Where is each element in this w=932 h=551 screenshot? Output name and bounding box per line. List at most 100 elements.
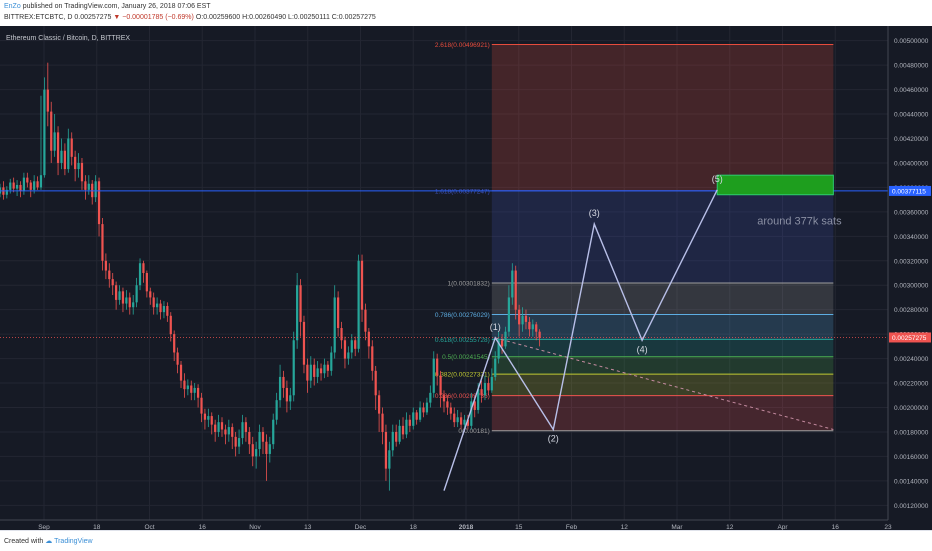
target-price-label: 0.00377115 <box>892 188 926 195</box>
fib-zone <box>491 314 834 340</box>
candle-body <box>196 387 200 398</box>
candle-body <box>313 364 316 377</box>
candle-body <box>135 285 138 303</box>
candle-body <box>350 340 353 353</box>
candle-body <box>326 364 329 371</box>
candle-body <box>497 340 500 359</box>
candle-body <box>340 328 343 341</box>
candle-body <box>316 368 319 377</box>
wave-path <box>443 189 718 491</box>
candle-body <box>268 444 271 454</box>
wave-drawings: (1) (2) (3) (4) (5) around 377k sats <box>0 174 888 491</box>
candle-body <box>282 376 285 388</box>
y-tick-label: 0.00140000 <box>894 478 929 485</box>
x-tick-label: Mar <box>671 524 683 530</box>
candle-body <box>511 270 514 298</box>
fib-level-label: 0.5(0.00241545) <box>442 354 490 361</box>
chart-title: Ethereum Classic / Bitcoin, D, BITTREX <box>6 35 130 42</box>
fib-level-label: 0.618(0.00255728) <box>435 337 490 344</box>
candle-body <box>442 395 446 402</box>
candle-body <box>244 422 248 432</box>
candle-body <box>507 297 511 332</box>
candle-body <box>377 395 381 414</box>
candle-body <box>364 309 367 332</box>
candle-body <box>80 162 84 182</box>
candle-body <box>459 417 463 425</box>
fib-level-label: 0(0.00181) <box>458 428 489 435</box>
candle-body <box>299 285 302 322</box>
candle-body <box>237 438 241 447</box>
price-axis-panel <box>888 26 932 530</box>
candle-body <box>173 334 176 353</box>
candle-body <box>535 324 538 332</box>
x-tick-label: Apr <box>777 524 788 530</box>
candle-body <box>398 425 401 442</box>
candle-body <box>33 181 36 190</box>
x-tick-label: 2018 <box>459 524 474 530</box>
fibonacci-extension: 2.618(0.00496921) 1.618(0.00377247) 1(0.00… <box>435 42 834 435</box>
candle-body <box>108 270 111 280</box>
candle-body <box>183 380 186 390</box>
candle-body <box>422 407 425 413</box>
candle-body <box>439 375 442 396</box>
x-tick-label: Feb <box>566 524 578 530</box>
time-axis[interactable]: Sep 18 Oct 16 Nov 13 Dec 18 2018 15 Feb 12 Mar 12 Apr 1… <box>0 519 892 530</box>
candle-body <box>50 111 53 151</box>
candle-body <box>145 273 148 292</box>
publish-header: EnZo published on TradingView.com, Janua… <box>0 0 932 26</box>
x-tick-label: 12 <box>726 524 734 530</box>
candle-body <box>248 431 251 445</box>
candle-body <box>193 387 196 393</box>
candle-body <box>278 376 282 401</box>
candle-body <box>15 184 19 189</box>
candle-body <box>261 431 265 442</box>
candle-body <box>466 419 470 426</box>
tradingview-brand[interactable]: TradingView <box>54 538 93 545</box>
candle-body <box>463 419 466 425</box>
candle-body <box>296 285 299 341</box>
candle-body <box>36 181 39 188</box>
fib-level-label: 2.618(0.00496921) <box>435 42 490 49</box>
candle-body <box>22 177 26 192</box>
candle-body <box>480 389 483 396</box>
y-tick-label: 0.00160000 <box>894 454 929 461</box>
x-tick-label: 12 <box>621 524 629 530</box>
candle-body <box>255 449 258 457</box>
published-text: published on TradingView.com, January 26… <box>22 3 211 10</box>
candle-body <box>210 416 213 425</box>
candle-body <box>333 297 336 353</box>
price-chart[interactable]: 2.618(0.00496921) 1.618(0.00377247) 1(0.00… <box>0 26 932 530</box>
candle-body <box>337 297 340 329</box>
candle-body <box>347 352 350 359</box>
candle-body <box>179 364 183 381</box>
candle-body <box>408 419 411 426</box>
candle-body <box>128 297 131 308</box>
candle-body <box>67 138 70 170</box>
candle-body <box>401 425 405 435</box>
last-price-label: 0.00257275 <box>892 335 927 342</box>
candle-body <box>384 431 388 469</box>
x-tick-label: 15 <box>515 524 523 530</box>
candle-body <box>483 383 487 396</box>
candle-body <box>524 315 528 322</box>
wave-label: (5) <box>712 174 723 184</box>
candle-body <box>121 291 125 304</box>
candle-body <box>265 441 268 454</box>
candle-body <box>60 150 63 163</box>
candle-body <box>227 427 230 435</box>
candle-body <box>138 263 142 286</box>
author-link[interactable]: EnZo <box>4 3 21 10</box>
candle-body <box>142 263 145 273</box>
fib-level-label: 0.236(0.00209736) <box>435 393 490 400</box>
candle-body <box>203 413 207 420</box>
candle-body <box>391 431 394 451</box>
candle-body <box>241 422 244 439</box>
y-tick-label: 0.00400000 <box>894 160 929 167</box>
candle-body <box>63 150 67 170</box>
candle-body <box>477 389 480 410</box>
price-axis[interactable]: 0.00500000 0.00480000 0.00460000 0.00440000… <box>887 26 932 530</box>
candle-body <box>152 297 155 308</box>
publish-line: EnZo published on TradingView.com, Janua… <box>4 3 211 10</box>
candle-body <box>118 291 121 300</box>
candle-body <box>111 279 114 286</box>
